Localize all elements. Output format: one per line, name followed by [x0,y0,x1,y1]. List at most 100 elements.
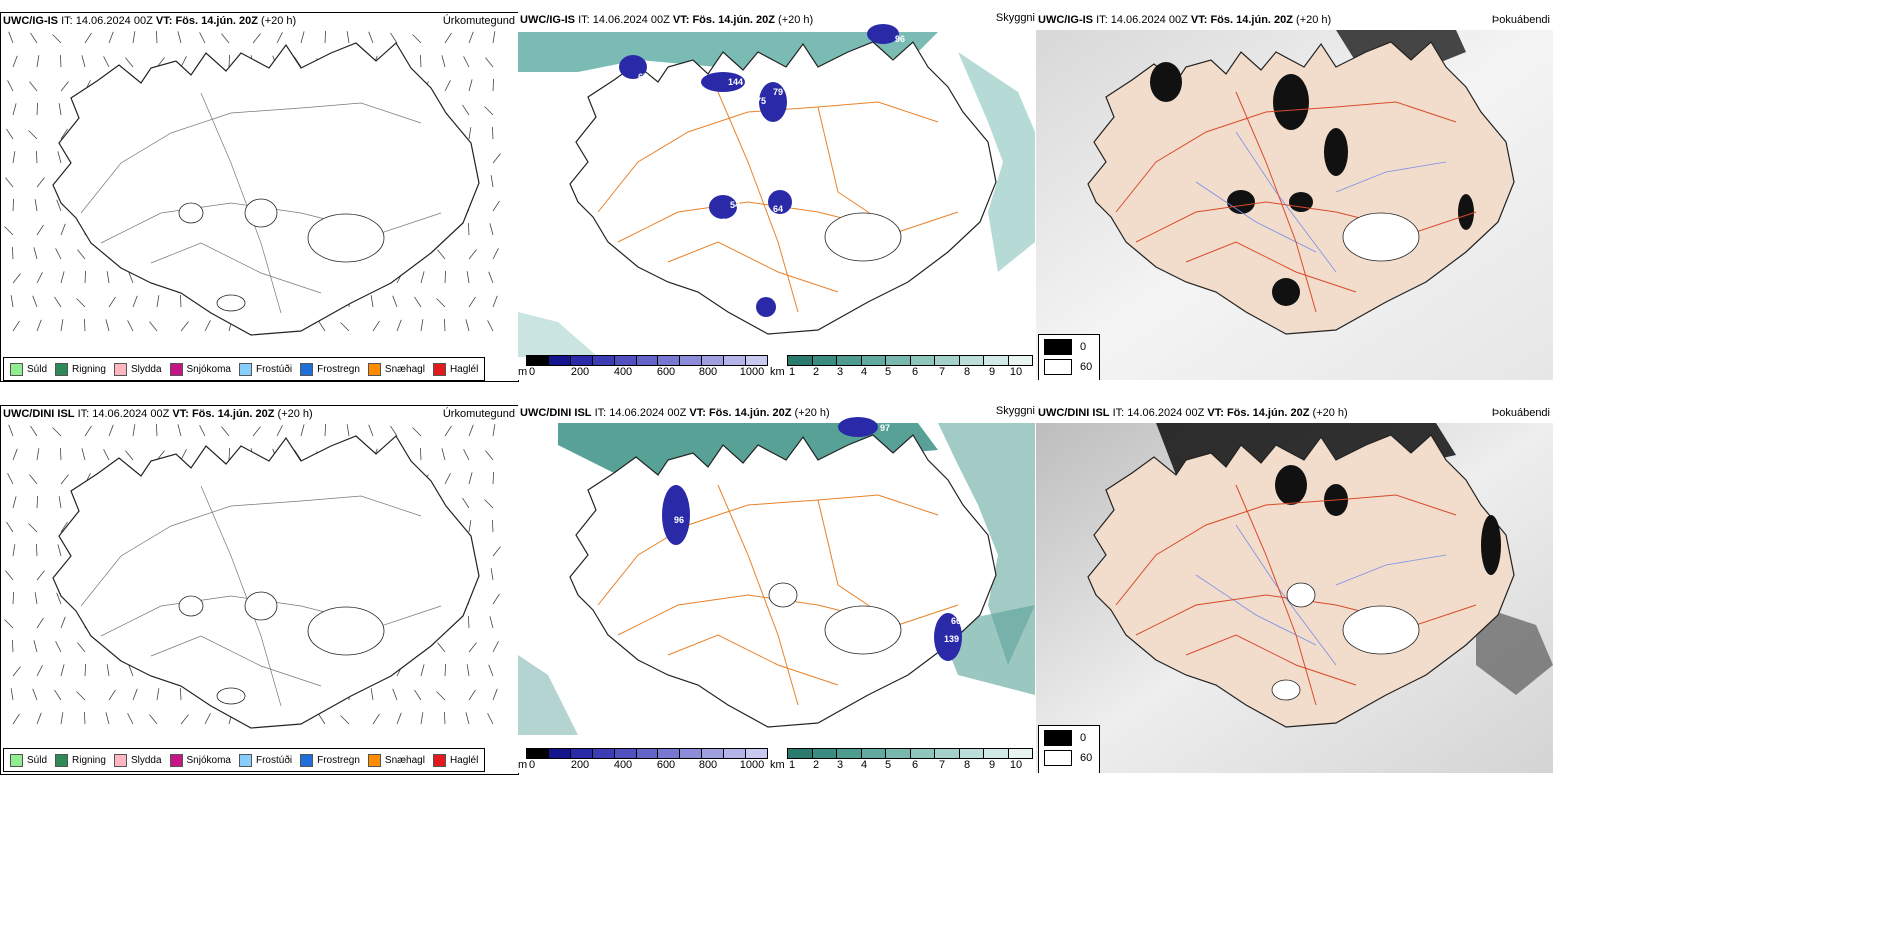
visibility-tick: 6 [911,366,919,378]
max-value-label: 12 [885,92,896,102]
it-label: IT: [61,15,73,27]
wind-barb [103,56,110,68]
wind-barb [444,32,452,44]
lead-time: (+20 h) [1312,407,1348,419]
wind-barb [52,427,62,437]
wind-barb [340,715,350,725]
wind-barb [485,450,494,461]
legend-swatch [432,753,446,767]
wind-barb [487,320,494,332]
model-name: UWC/IG-IS [1038,14,1093,26]
wind-barb [436,298,446,308]
cloudbase-tick: 400 [613,366,633,378]
wind-barb [177,31,182,44]
wind-barb [420,664,425,677]
wind-barb [462,104,470,116]
wind-barb [7,473,14,485]
wind-barb [221,33,230,44]
it-value: 14.06.2024 00Z [75,15,153,27]
wind-barb [444,270,447,284]
wind-barb [489,616,494,629]
fog-index-map [1036,423,1553,773]
wind-barb [468,424,474,437]
wind-barb [12,273,21,284]
wind-barb [103,449,110,461]
max-value-label: 54 [730,200,741,210]
visibility-tick: 2 [812,759,820,771]
wind-barb [84,425,92,437]
visibility-colorbar: km 1 2 3 4 5 6 7 8 9 10 [770,355,1035,380]
cloudbase-color-segment [702,356,725,365]
wind-barb [444,663,447,677]
wind-barb [81,448,86,461]
visibility-color-segment [959,749,984,758]
wind-barb [488,271,494,284]
wind-barb [204,320,211,332]
model-name: UWC/IG-IS [520,14,575,26]
wind-barb [228,54,231,68]
wind-barb [180,321,189,332]
wind-barb [8,424,14,437]
wind-barb [36,712,42,725]
wind-barb [390,425,398,437]
cloudbase-tick: 1000 [739,759,765,771]
wind-barb [36,319,42,332]
panel-title: UWC/IG-IS IT: 14.06.2024 00Z VT: Fös. 14… [1038,14,1331,26]
fog-patches [1150,62,1474,306]
wind-barb [462,497,470,509]
wind-barb [492,593,500,605]
cloudbase-colorbar: m 0 200 400 600 800 1000 [518,355,768,380]
cloudbase-color-segment [570,749,593,758]
max-value-label: 144 [728,77,744,87]
wind-barb [132,688,138,701]
legend-swatch [10,362,23,376]
road-lines [597,91,959,313]
vt-value: Fös. 14.jún. 20Z [1210,14,1293,26]
wind-barb [12,544,16,557]
model-name: UWC/IG-IS [3,15,58,27]
wind-barb [60,474,69,485]
wind-barb [60,616,66,629]
lead-time: (+20 h) [1296,14,1332,26]
wind-barb [485,57,494,68]
wind-barb [76,691,86,701]
wind-barb [204,713,211,725]
wind-barb [441,448,446,461]
cloudbase-color-segment [680,356,703,365]
wind-barb [36,102,39,116]
legend-item-snow: Snjókoma [169,362,231,376]
precip-map [4,30,501,336]
visibility-color-segment [1008,356,1032,365]
visibility-tick: 9 [988,759,996,771]
legend-swatch [113,753,127,767]
wind-barb [12,198,15,212]
wind-barb [468,642,477,653]
wind-barb [12,666,21,677]
legend-swatch [169,362,183,376]
wind-barb [412,34,422,44]
wind-barb [340,322,350,332]
wind-barb [83,711,86,725]
visibility-tick: 4 [860,759,868,771]
cloudbase-color-segment [724,356,747,365]
wind-barb [36,495,39,509]
legend-item-hail: Haglél [432,362,478,376]
wind-barb [128,664,134,677]
wind-barb [346,31,350,44]
panel-parameter: Þokuábendi [1491,407,1550,419]
wind-barb [436,691,446,701]
max-value-label: 96 [895,34,906,44]
wind-barb [412,427,422,437]
wind-barb [492,31,496,44]
legend-item-freezing-drizzle: Frostúði [238,753,292,767]
cloudbase-colorbar-swatches [526,748,768,759]
wind-barb [54,689,62,701]
fog-swatch [1044,730,1072,746]
legend-item-freezing-rain: Frostregn [300,753,360,767]
wind-barb [468,472,473,485]
wind-barb [199,425,206,437]
visibility-color-segment [861,356,886,365]
fog-index-legend: 0 60 [1038,334,1100,380]
panel-parameter: Þokuábendi [1491,14,1550,26]
wind-barb [58,103,62,116]
